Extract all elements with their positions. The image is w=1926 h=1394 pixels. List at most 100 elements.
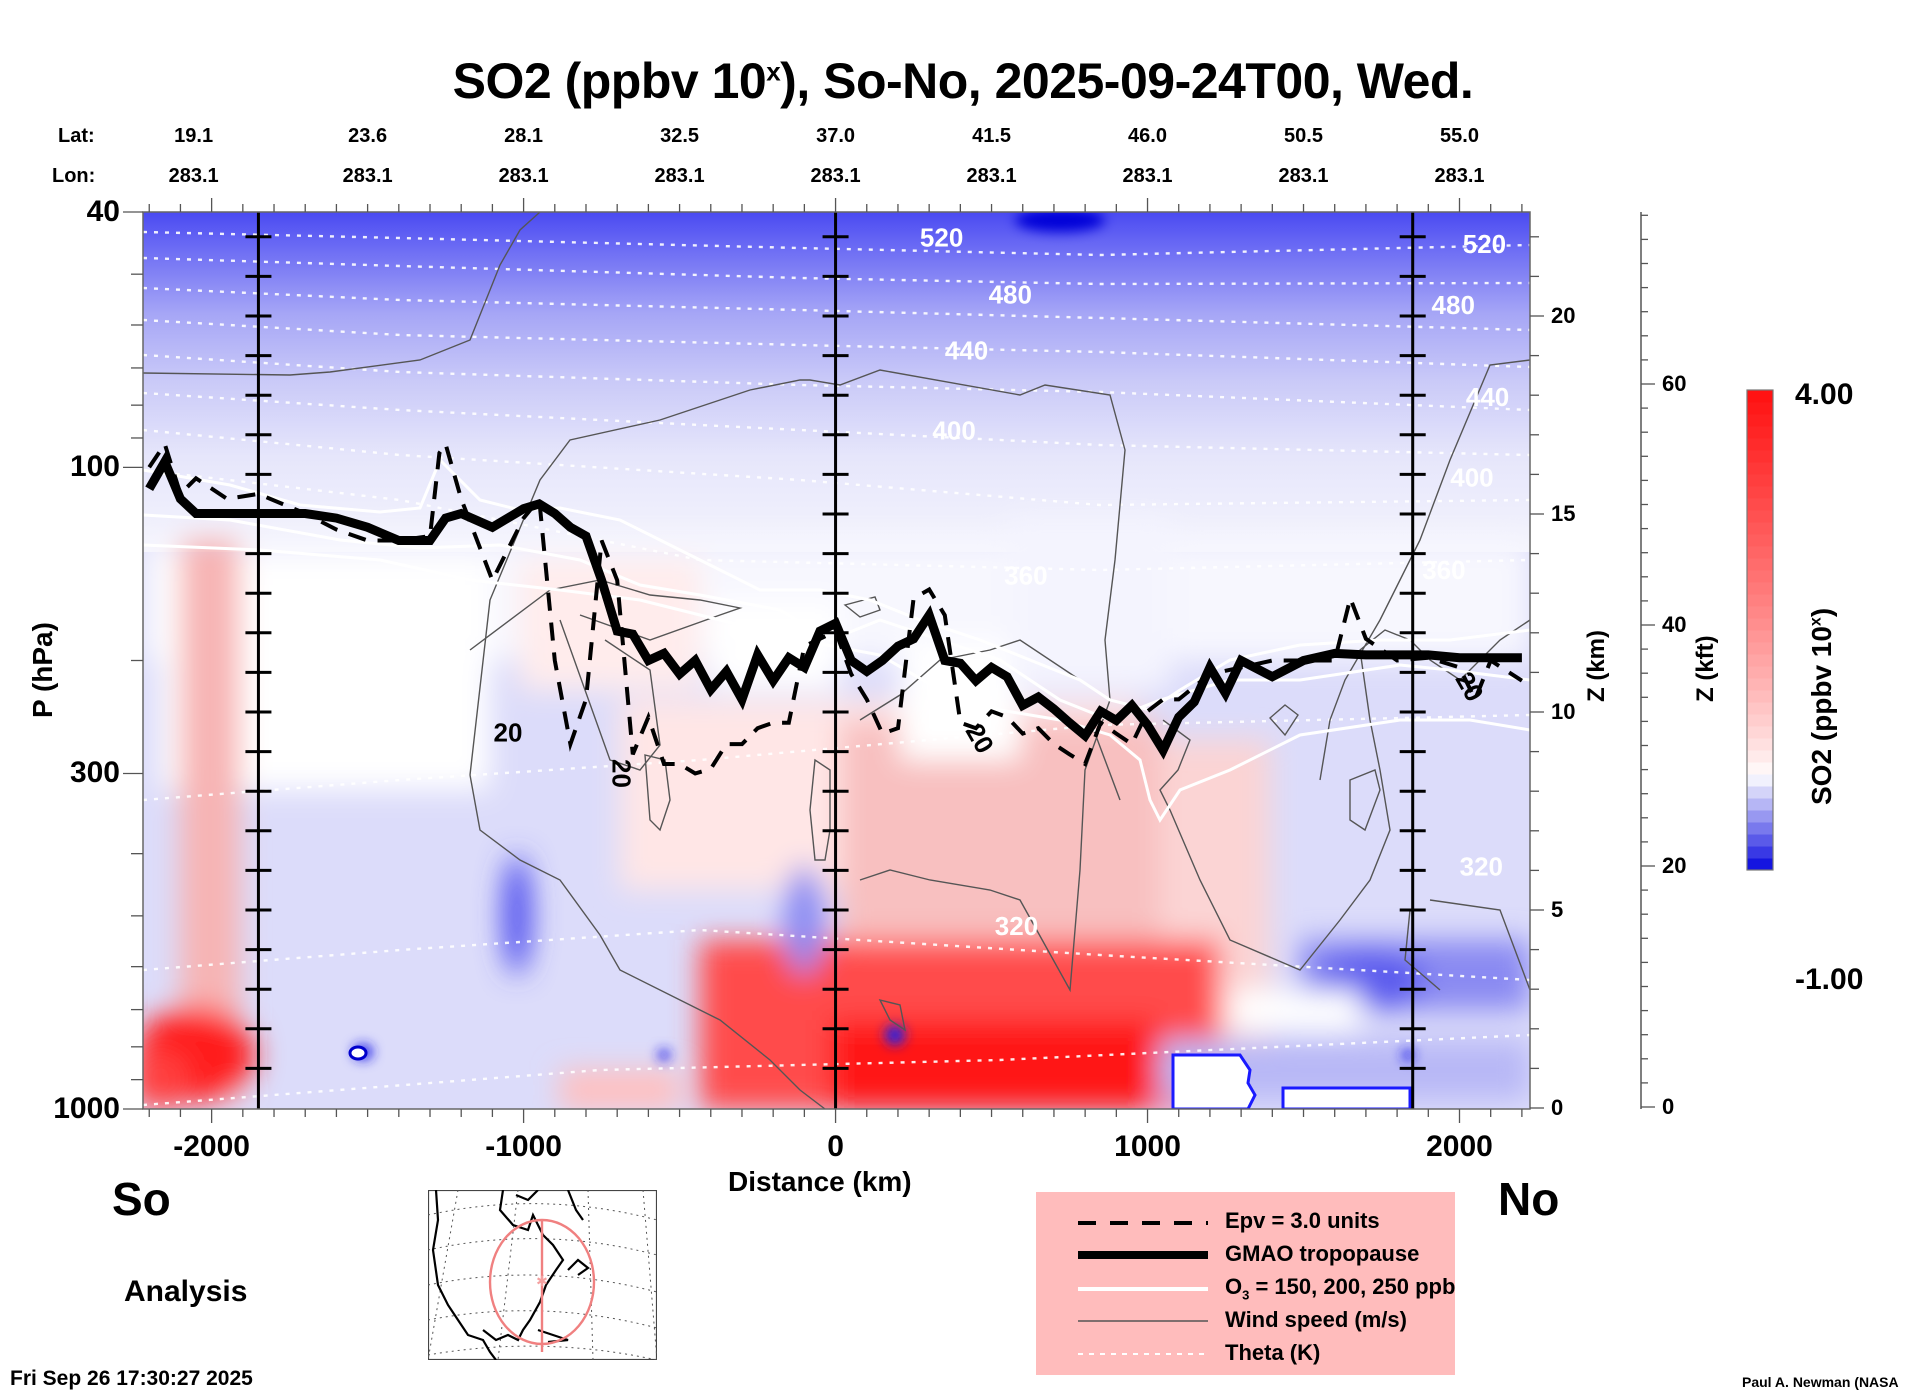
wind-speed-label: 20 xyxy=(494,718,523,748)
lat-value: 37.0 xyxy=(816,125,856,147)
colorbar-cell xyxy=(1747,702,1773,715)
colorbar-cell xyxy=(1747,558,1773,571)
legend-label: Wind speed (m/s) xyxy=(1225,1307,1407,1332)
colorbar-cell xyxy=(1747,402,1773,415)
theta-label: 480 xyxy=(989,280,1032,310)
colorbar-cell xyxy=(1747,462,1773,475)
colorbar-cell xyxy=(1747,858,1773,871)
wind-contour xyxy=(1159,719,1191,811)
colorbar-cell xyxy=(1747,678,1773,691)
theta-contour-line xyxy=(143,353,1530,412)
y-tick-label: 300 xyxy=(69,756,120,790)
colorbar-cell xyxy=(1747,438,1773,451)
lon-value: 283.1 xyxy=(498,165,549,187)
legend: Epv = 3.0 units GMAO tropopause O3 = 150… xyxy=(1036,1192,1455,1375)
colorbar-cell xyxy=(1747,750,1773,763)
zkm-tick-label: 20 xyxy=(1551,303,1576,328)
theta-contour-line xyxy=(143,256,1530,286)
colorbar-cell xyxy=(1747,450,1773,463)
wind-contour xyxy=(1269,704,1299,737)
theta-contour-line xyxy=(143,1033,1530,1107)
theta-label: 440 xyxy=(1466,382,1509,412)
wind-speed-label: 20 xyxy=(606,759,636,788)
wind-contour xyxy=(1404,909,1441,991)
theta-contour-line xyxy=(143,391,1530,457)
legend-item-wind: Wind speed (m/s) xyxy=(1036,1303,1455,1336)
chart-title: SO2 (ppbv 10x), So-No, 2025-09-24T00, We… xyxy=(0,52,1926,110)
theta-contour-line xyxy=(143,286,1530,332)
colorbar-cell xyxy=(1747,726,1773,739)
legend-swatch-thin xyxy=(1078,1320,1208,1322)
zkm-tick-label: 5 xyxy=(1551,897,1564,922)
theta-label: 480 xyxy=(1432,290,1475,320)
theta-label: 440 xyxy=(945,336,988,366)
colorbar-min-label: -1.00 xyxy=(1795,963,1864,996)
colorbar-cell xyxy=(1747,390,1773,403)
colorbar-cell xyxy=(1747,570,1773,583)
theta-contour-line xyxy=(143,230,1530,257)
lon-value: 283.1 xyxy=(810,165,861,187)
lon-value: 283.1 xyxy=(168,165,219,187)
timestamp: Fri Sep 26 17:30:27 2025 xyxy=(10,1367,253,1390)
surface-white-patch xyxy=(1171,1053,1257,1109)
x-tick-label: -1000 xyxy=(485,1130,562,1163)
colorbar-cell xyxy=(1747,630,1773,643)
x-tick-label: -2000 xyxy=(173,1130,250,1163)
field-small-blobs xyxy=(353,212,1414,1061)
colorbar-cell xyxy=(1747,834,1773,847)
colorbar-cell xyxy=(1747,798,1773,811)
ozone-contour xyxy=(143,513,1530,722)
wind-contour xyxy=(1319,359,1530,781)
y-tick-label: 100 xyxy=(69,450,120,484)
legend-item-theta: Theta (K) xyxy=(1036,1336,1455,1369)
lat-value: 32.5 xyxy=(660,125,700,147)
wind-contour xyxy=(559,619,661,771)
south-label: So xyxy=(112,1173,171,1225)
legend-swatch-dotted xyxy=(1078,1353,1208,1355)
legend-label: Epv = 3.0 units xyxy=(1225,1208,1380,1233)
theta-label: 320 xyxy=(995,911,1038,941)
theta-label: 360 xyxy=(1422,555,1465,585)
wind-contour xyxy=(1349,769,1381,832)
colorbar-title-end: ) xyxy=(1806,607,1837,618)
colorbar-cell xyxy=(1747,582,1773,595)
legend-label-part: = 150, 200, 250 ppb xyxy=(1249,1274,1456,1299)
tropopause-line xyxy=(145,451,1522,760)
theta-label: 320 xyxy=(1460,851,1503,881)
zkft-tick-label: 40 xyxy=(1662,612,1687,637)
lon-value: 283.1 xyxy=(1278,165,1329,187)
lat-key: Lat: xyxy=(58,125,95,147)
lon-value: 283.1 xyxy=(654,165,705,187)
title-superscript: x xyxy=(766,56,781,87)
white-hole xyxy=(348,1045,368,1061)
colorbar-cell xyxy=(1747,414,1773,427)
colorbar-cell xyxy=(1747,822,1773,835)
lat-value: 41.5 xyxy=(972,125,1012,147)
x-axis-title: Distance (km) xyxy=(728,1166,912,1197)
colorbar-cell xyxy=(1747,774,1773,787)
surface-white-patch-2 xyxy=(1281,1086,1412,1109)
colorbar-cell xyxy=(1747,762,1773,775)
colorbar-cell xyxy=(1747,690,1773,703)
colorbar xyxy=(1746,389,1774,871)
colorbar-cell xyxy=(1747,594,1773,607)
theta-label: 400 xyxy=(1450,462,1493,492)
legend-item-tropopause: GMAO tropopause xyxy=(1036,1237,1455,1270)
colorbar-max-label: 4.00 xyxy=(1795,378,1854,411)
lon-value: 283.1 xyxy=(342,165,393,187)
colorbar-cell xyxy=(1747,654,1773,667)
legend-label-sub: 3 xyxy=(1242,1287,1250,1303)
x-tick-label: 1000 xyxy=(1114,1130,1181,1163)
north-label: No xyxy=(1498,1173,1560,1225)
title-text: SO2 (ppbv 10 xyxy=(452,53,767,109)
wind-speed-contours xyxy=(143,212,1530,1109)
colorbar-cell xyxy=(1747,810,1773,823)
colorbar-cell xyxy=(1747,738,1773,751)
colorbar-title-sup: x xyxy=(1807,617,1825,627)
analysis-label: Analysis xyxy=(124,1275,248,1308)
zkm-axis-title: Z (km) xyxy=(1583,630,1610,702)
theta-contour-line xyxy=(143,428,1530,507)
colorbar-cell xyxy=(1747,846,1773,859)
colorbar-cell xyxy=(1747,714,1773,727)
